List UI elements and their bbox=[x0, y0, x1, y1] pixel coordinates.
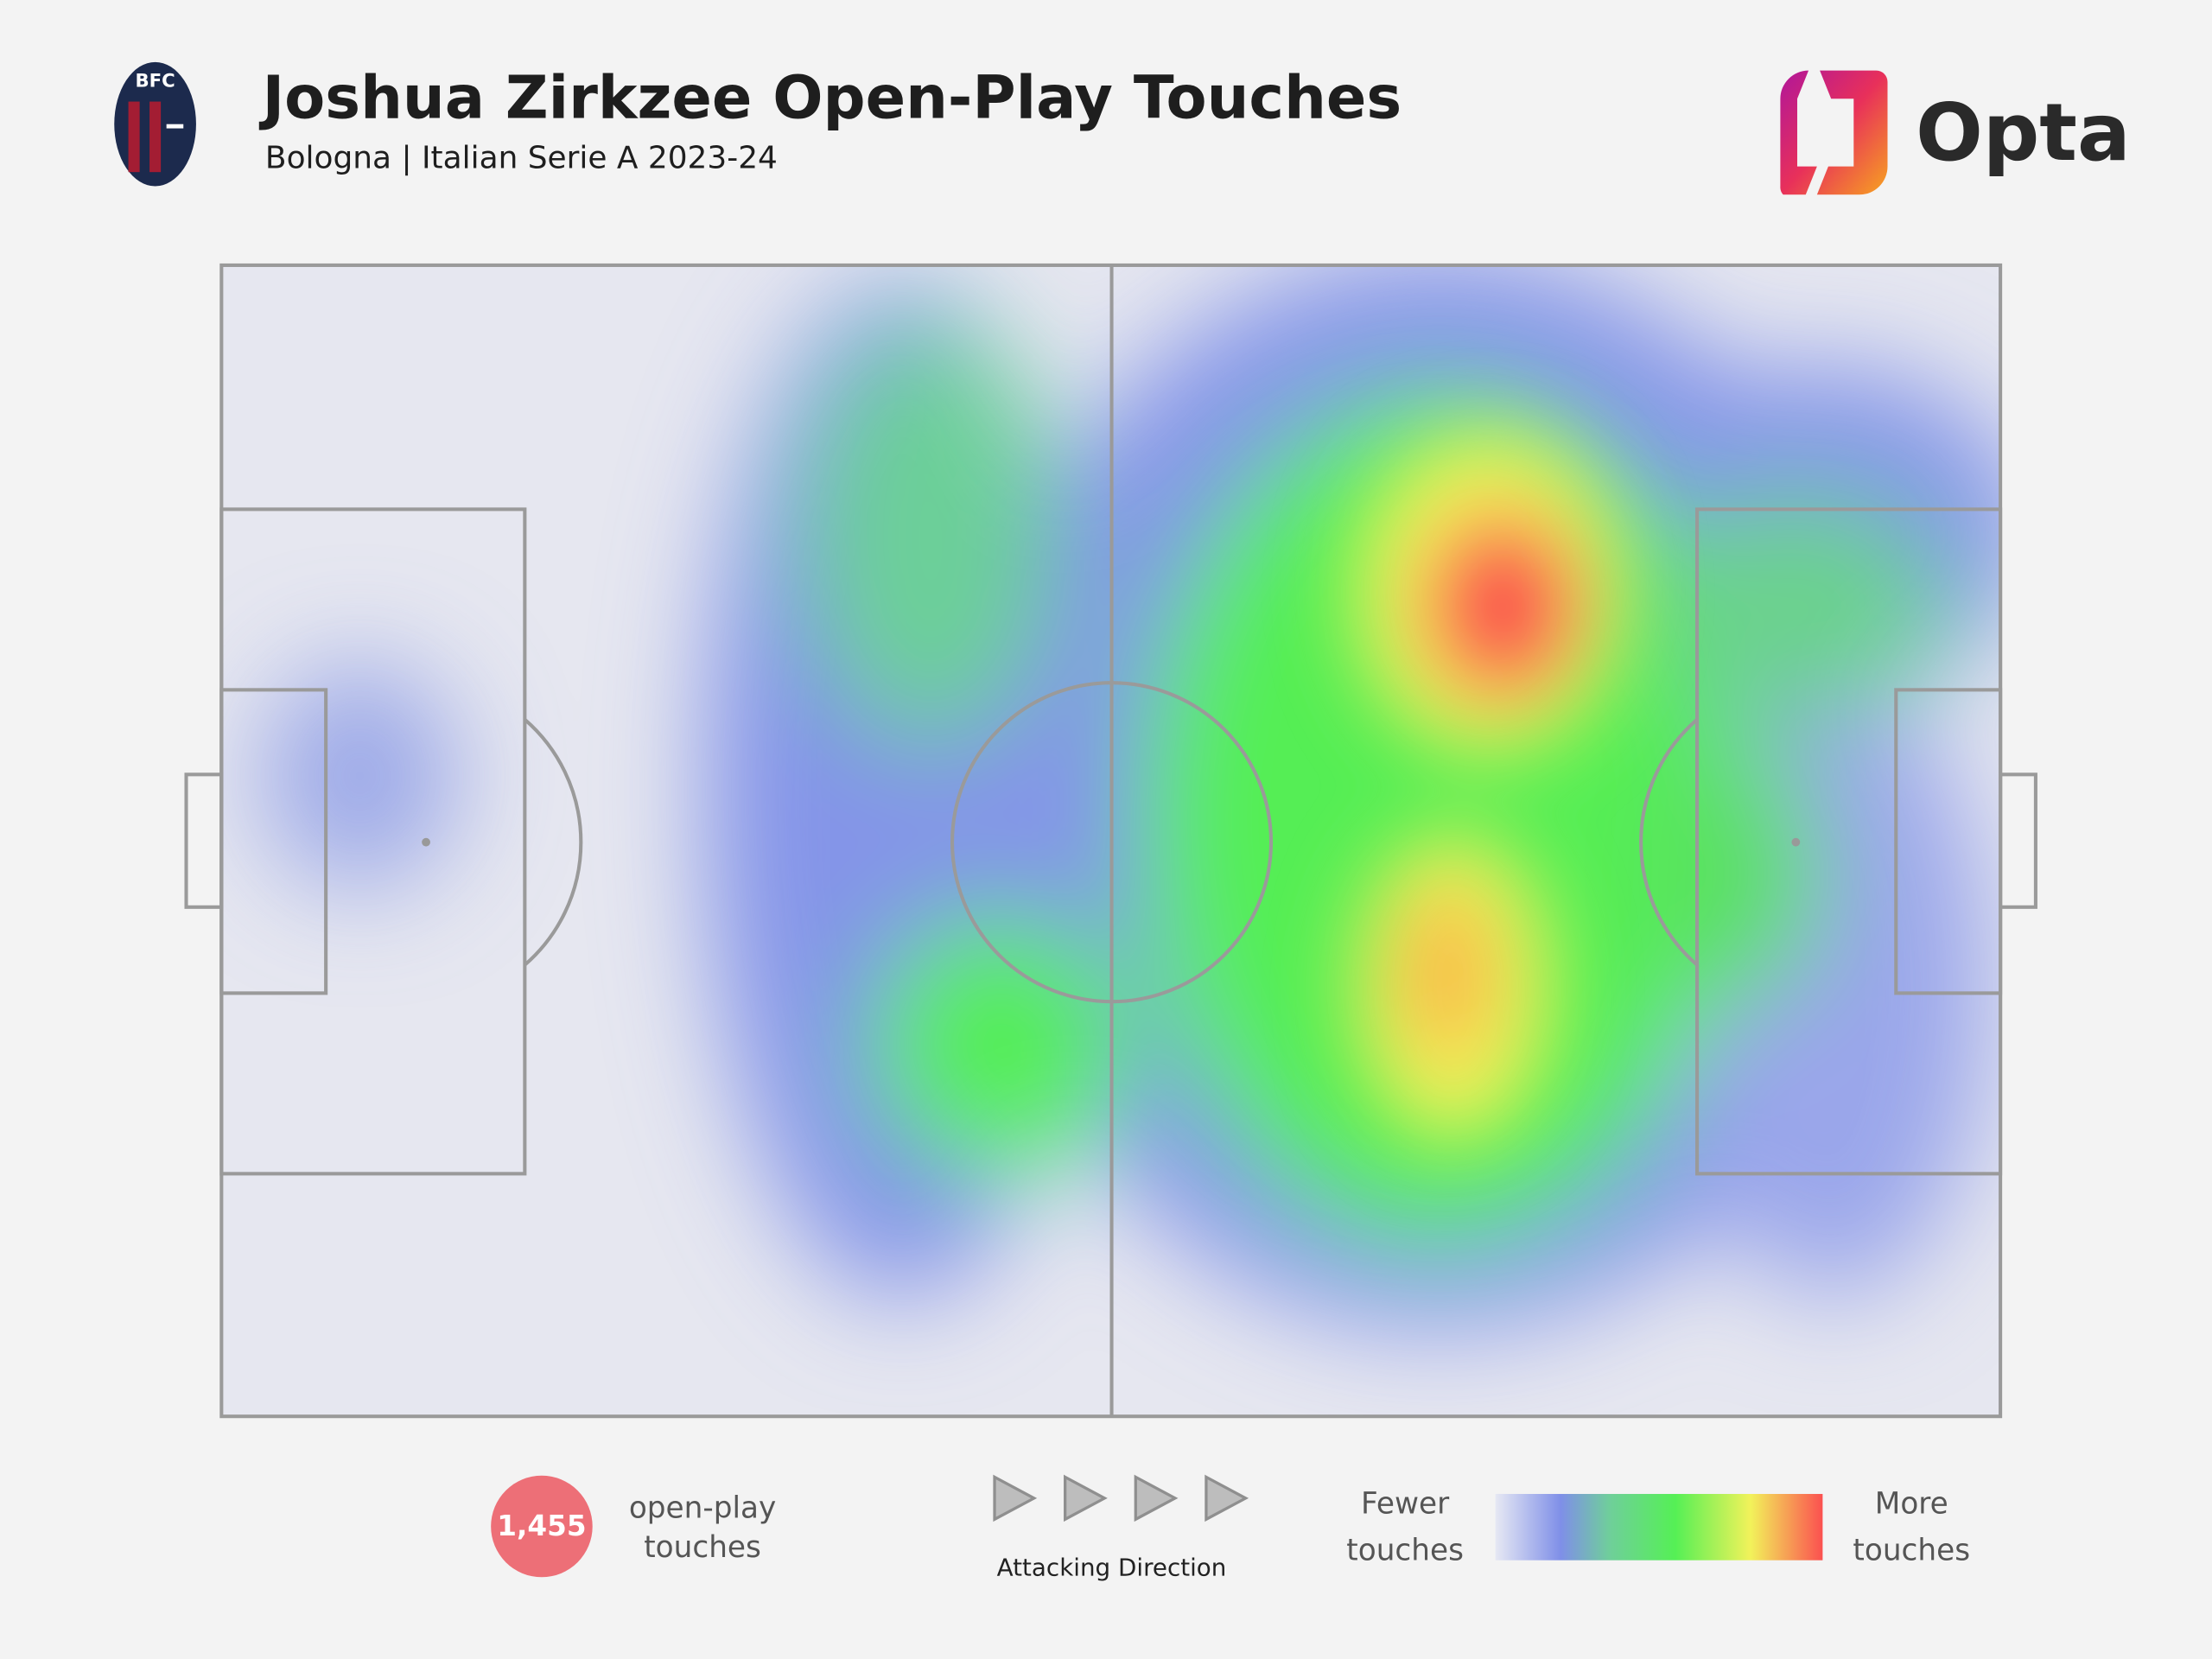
penalty-spot bbox=[1791, 837, 1801, 847]
opta-logo: Opta bbox=[1780, 70, 2131, 195]
legend-low: touches bbox=[1346, 1533, 1464, 1567]
touches-count: 1,455 bbox=[497, 1510, 586, 1542]
logo-text: Opta bbox=[1916, 86, 2131, 179]
legend-high: More bbox=[1875, 1487, 1948, 1522]
legend-high: touches bbox=[1853, 1533, 1970, 1567]
penalty-spot bbox=[422, 837, 430, 847]
color-scale bbox=[1495, 1493, 1823, 1560]
pitch-lines bbox=[184, 263, 2037, 1419]
touches-label: touches bbox=[644, 1530, 761, 1565]
heatmap bbox=[261, 264, 2001, 1326]
subtitle: Bologna | Italian Serie A 2023-24 bbox=[265, 140, 778, 175]
legend-low: Fewer bbox=[1361, 1487, 1450, 1522]
direction-label: Attacking Direction bbox=[997, 1554, 1227, 1582]
badge-text: BFC bbox=[135, 71, 175, 92]
title: Joshua Zirkzee Open-Play Touches bbox=[259, 64, 1402, 133]
club-badge: BFC bbox=[114, 61, 196, 187]
direction-arrows bbox=[993, 1474, 1249, 1522]
touches-label: open-play bbox=[629, 1491, 776, 1525]
count-badge bbox=[491, 1475, 593, 1578]
